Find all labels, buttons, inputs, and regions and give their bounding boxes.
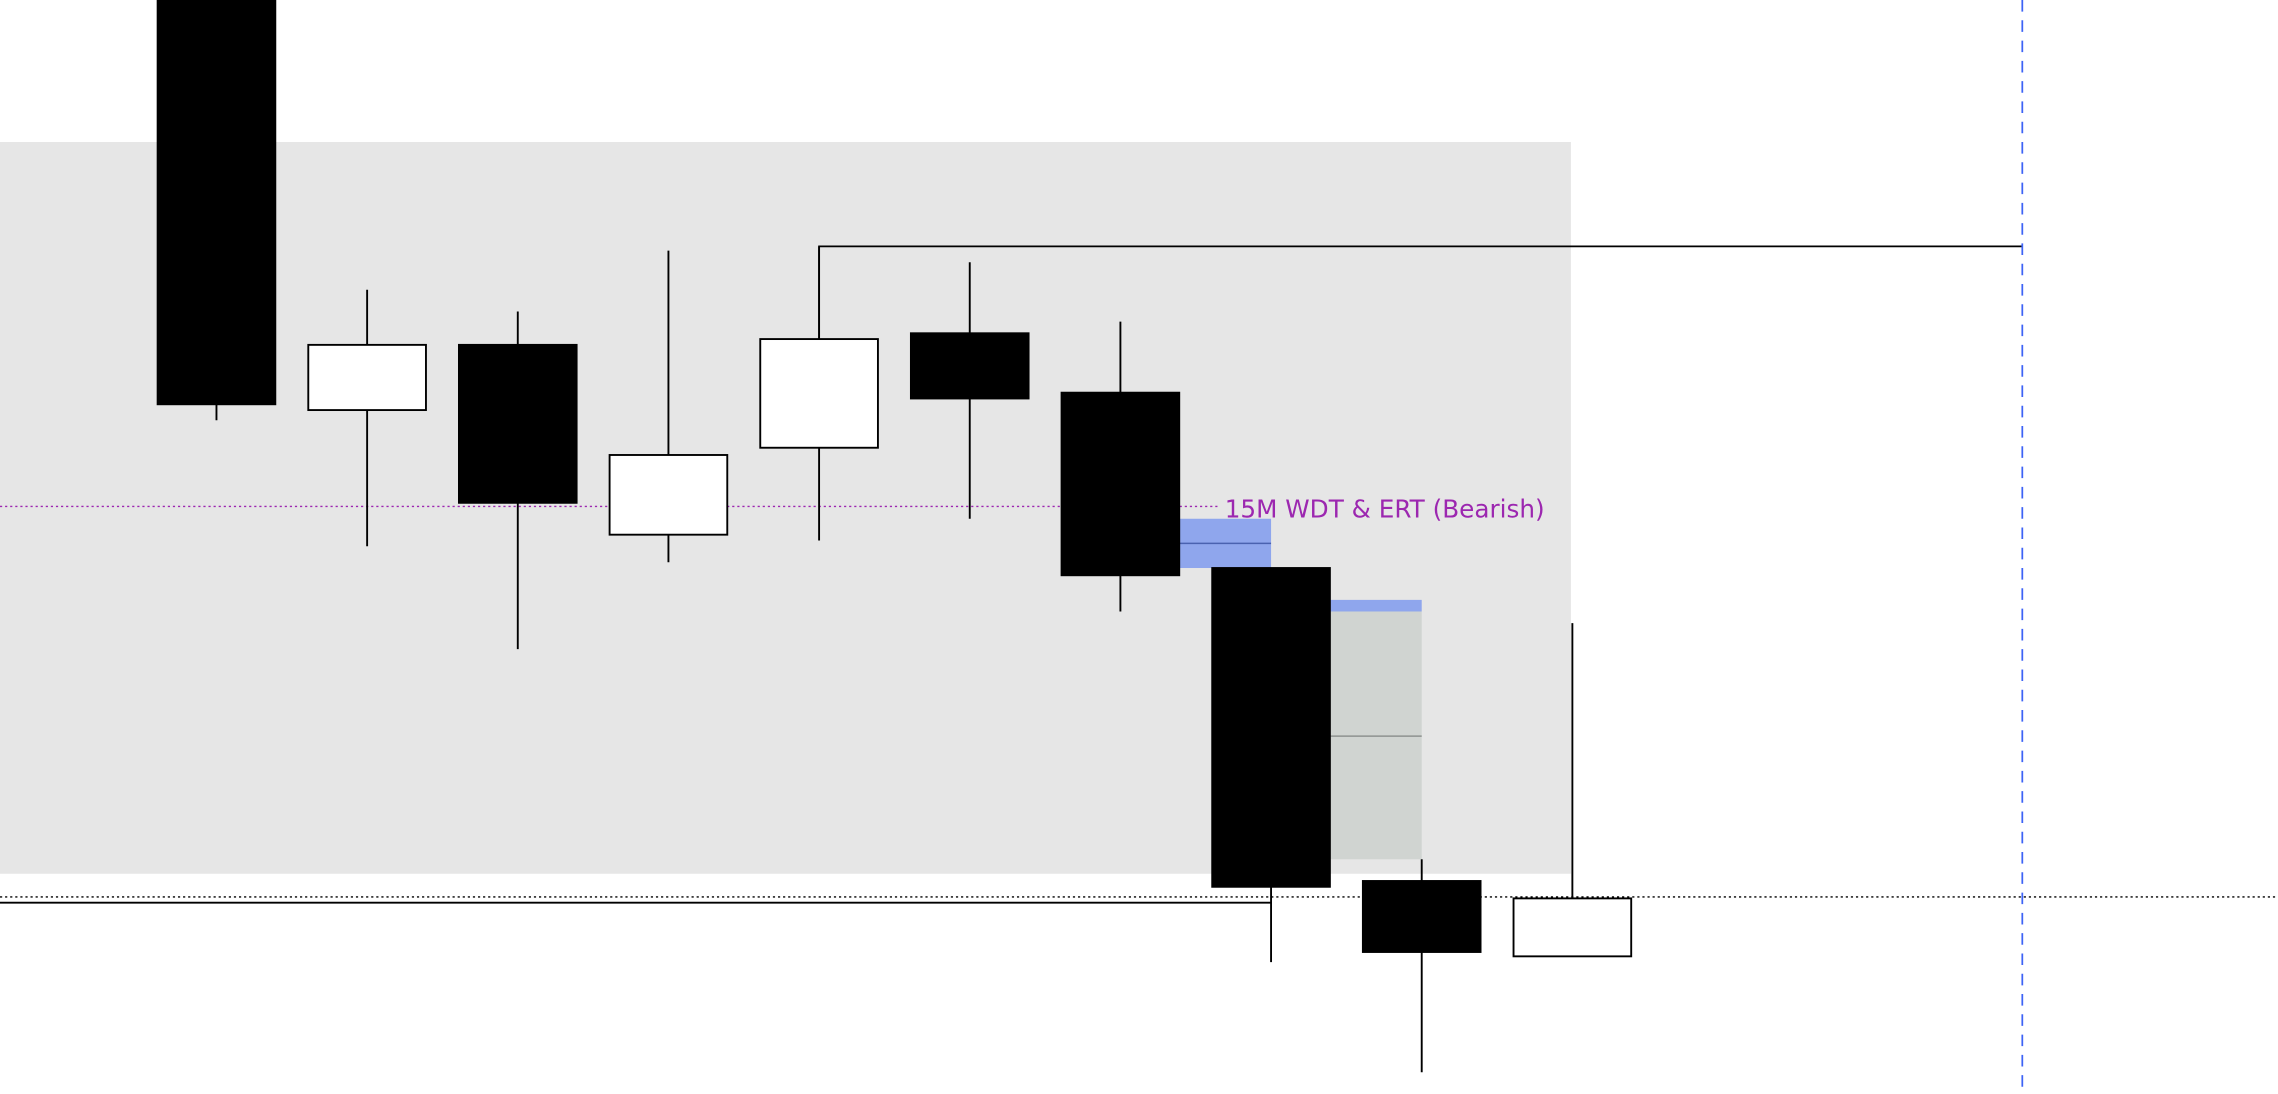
bullish-candle-body xyxy=(1512,897,1633,958)
bullish-candle-body xyxy=(608,454,729,536)
fvg-zone-2-cap xyxy=(1330,599,1422,612)
level-label: 15M WDT & ERT (Bearish) xyxy=(1225,494,1545,523)
bearish-candle-body xyxy=(909,332,1030,400)
bearish-candle-body xyxy=(1211,567,1331,888)
bullish-candle-body xyxy=(759,338,879,449)
candles-layer xyxy=(156,0,1633,1073)
bullish-candle-body xyxy=(307,343,427,412)
bearish-candle-body xyxy=(1060,391,1181,577)
bearish-candle-body xyxy=(156,0,277,406)
bearish-candle-body xyxy=(457,343,578,504)
bearish-candle-body xyxy=(1361,880,1482,953)
